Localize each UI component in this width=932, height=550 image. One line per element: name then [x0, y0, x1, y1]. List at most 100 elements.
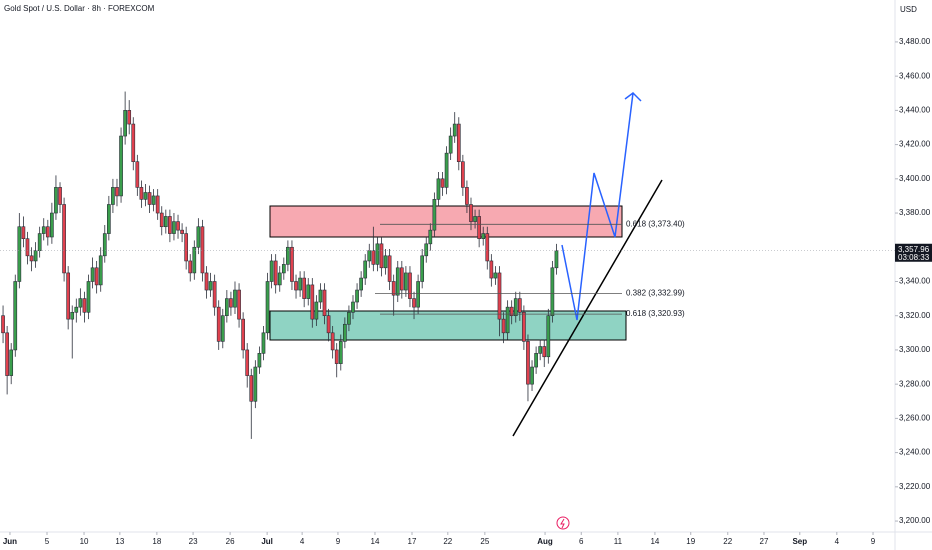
projection-path — [561, 92, 634, 321]
candle-body — [188, 260, 193, 274]
candle-body — [334, 349, 339, 364]
candle-body — [25, 238, 30, 257]
x-tick-label: 9 — [871, 537, 876, 546]
x-tick-label: 19 — [686, 537, 695, 546]
candle-body — [550, 267, 555, 317]
x-tick-label: 9 — [336, 537, 341, 546]
candle-body — [440, 178, 445, 188]
fib-label: 0.618 (3,320.93) — [626, 309, 685, 318]
x-tick-label: 10 — [80, 537, 89, 546]
candle-body — [456, 123, 461, 163]
y-tick-label: 3,280.00 — [899, 379, 931, 388]
candle-body — [261, 332, 266, 354]
y-tick-label: 3,200.00 — [899, 516, 931, 525]
candle-body — [522, 311, 526, 342]
candle-body — [501, 318, 506, 334]
candle-body — [155, 195, 160, 214]
fib-label: 0.618 (3,373.40) — [626, 219, 685, 228]
candle-body — [131, 123, 136, 163]
x-tick-label: 26 — [226, 537, 235, 546]
candle-body — [58, 187, 62, 205]
trend-line — [512, 179, 663, 437]
candle-body — [269, 260, 274, 282]
currency: USD — [900, 5, 917, 14]
y-tick-label: 3,220.00 — [899, 482, 931, 491]
candle-body — [294, 281, 298, 291]
candle-body — [489, 260, 494, 279]
candle-body — [86, 281, 91, 313]
candle-body — [29, 255, 34, 262]
candle-body — [481, 233, 486, 240]
candle-body — [302, 277, 307, 299]
candle-body — [265, 281, 270, 334]
last-price-box — [895, 243, 932, 262]
x-tick-label: 14 — [371, 537, 380, 546]
candle-body — [82, 298, 87, 313]
candle-body — [168, 216, 172, 234]
candle-body — [404, 272, 408, 291]
candle-body — [387, 255, 392, 282]
y-tick-label: 3,420.00 — [899, 140, 931, 149]
candle-body — [237, 289, 241, 320]
candle-body — [452, 123, 457, 137]
candle-body — [90, 267, 95, 282]
candle-body — [281, 264, 286, 274]
candle-body — [371, 250, 376, 265]
candle-body — [424, 243, 429, 257]
candle-body — [326, 315, 331, 334]
candle-body — [192, 246, 197, 274]
candle-body — [554, 250, 559, 269]
candle-body — [469, 204, 473, 222]
candle-body — [408, 272, 412, 299]
x-tick-label: Sep — [792, 537, 807, 546]
candle-body — [432, 199, 437, 231]
event-icon[interactable] — [556, 516, 570, 530]
candle-body — [383, 255, 388, 269]
x-tick-label: 4 — [835, 537, 840, 546]
candle-body — [123, 110, 127, 137]
candle-body — [314, 301, 319, 320]
candle-body — [37, 233, 42, 251]
candle-body — [355, 289, 359, 303]
candle-body — [485, 233, 490, 262]
x-tick-label: 5 — [45, 537, 50, 546]
y-tick-label: 3,300.00 — [899, 345, 931, 354]
candle-body — [318, 289, 323, 303]
candle-body — [135, 161, 140, 188]
countdown: 03:08:33 — [898, 253, 930, 262]
y-tick-label: 3,380.00 — [899, 208, 931, 217]
candle-body — [273, 260, 278, 286]
event-icon[interactable] — [560, 518, 565, 529]
candle-body — [461, 161, 465, 188]
candle-body — [448, 135, 453, 154]
candle-body — [465, 187, 469, 205]
candle-body — [245, 349, 250, 376]
candle-body — [290, 246, 294, 282]
candle-body — [338, 341, 343, 364]
candle-body — [204, 272, 209, 291]
candle-body — [416, 281, 420, 308]
candle-body — [13, 281, 18, 351]
candle-body — [1, 315, 5, 334]
y-tick-label: 3,480.00 — [899, 37, 931, 46]
candle-body — [534, 353, 538, 368]
candle-body — [220, 315, 225, 342]
candle-body — [102, 233, 107, 257]
x-tick-label: 14 — [650, 537, 659, 546]
candle-body — [66, 272, 71, 320]
candle-body — [107, 204, 111, 234]
candle-body — [310, 284, 315, 320]
x-tick-label: Aug — [537, 537, 553, 546]
candle-body — [428, 229, 433, 245]
candle-body — [493, 272, 498, 279]
candle-body — [9, 349, 14, 376]
candle-body — [253, 366, 258, 402]
candle-body — [229, 298, 233, 308]
candle-body — [330, 332, 335, 351]
candle-body — [41, 226, 46, 234]
candle-body — [322, 289, 327, 317]
candle-body — [94, 267, 99, 286]
candle-body — [375, 243, 380, 265]
